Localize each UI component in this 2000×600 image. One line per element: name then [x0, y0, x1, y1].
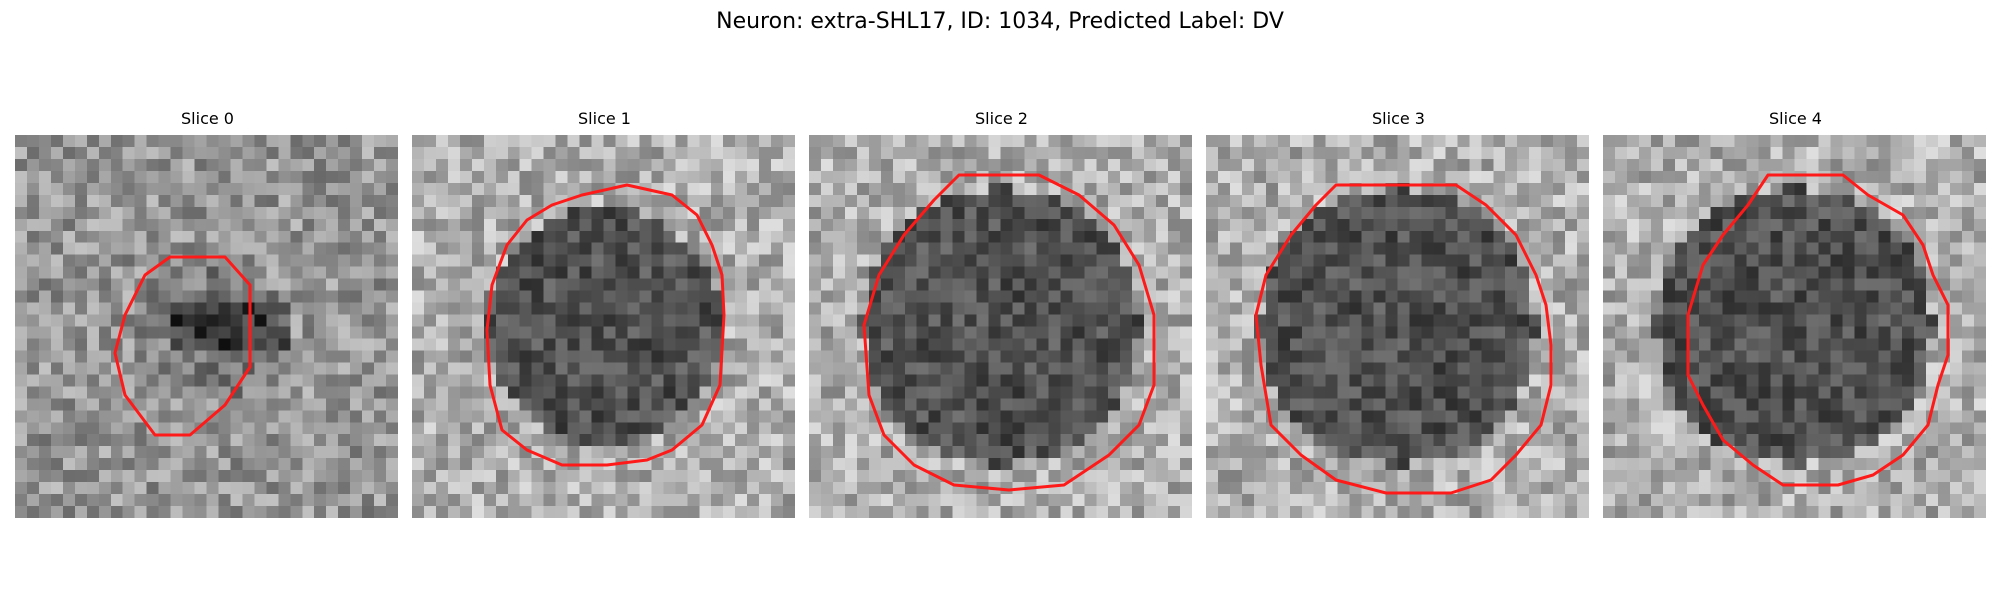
slice-title-0: Slice 0 — [181, 109, 234, 128]
slice-title-4: Slice 4 — [1769, 109, 1822, 128]
figure-title: Neuron: extra-SHL17, ID: 1034, Predicted… — [716, 9, 1284, 34]
roi-contour-0 — [113, 255, 252, 437]
slice-panel-0: Slice 0 — [15, 108, 400, 518]
slice-image-4 — [1603, 135, 1986, 518]
slice-title-2: Slice 2 — [975, 109, 1028, 128]
roi-contour-3 — [1254, 183, 1553, 495]
slice-image-2 — [809, 135, 1192, 518]
slice-panel-2: Slice 2 — [809, 108, 1194, 518]
slice-image-3 — [1206, 135, 1589, 518]
slice-title-3: Slice 3 — [1372, 109, 1425, 128]
slice-image-1 — [412, 135, 795, 518]
slice-panel-3: Slice 3 — [1206, 108, 1591, 518]
roi-contour-4 — [1686, 173, 1950, 487]
slice-panel-4: Slice 4 — [1603, 108, 1988, 518]
roi-contour-2 — [862, 173, 1156, 492]
slice-image-0 — [15, 135, 398, 518]
slice-title-1: Slice 1 — [578, 109, 631, 128]
slice-panel-1: Slice 1 — [412, 108, 797, 518]
roi-contour-1 — [485, 183, 726, 467]
